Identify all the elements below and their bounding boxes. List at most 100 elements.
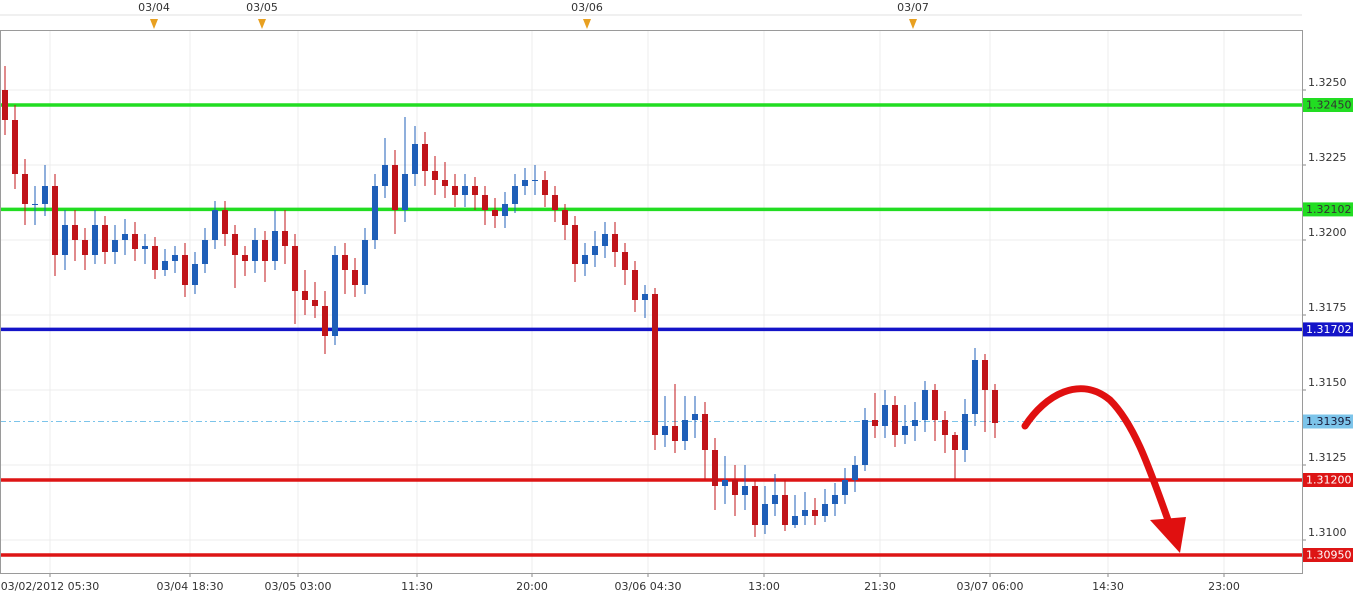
candle-body	[722, 480, 728, 486]
candle-body	[412, 144, 418, 174]
candle-body	[932, 390, 938, 420]
day-marker-label: 03/07	[897, 1, 929, 14]
candle-body	[382, 165, 388, 186]
candle-body	[912, 420, 918, 426]
y-tick-label: 1.3250	[1308, 76, 1347, 89]
candles	[2, 66, 998, 537]
level-tag-label: 1.31702	[1306, 323, 1352, 336]
candle-body	[2, 90, 8, 120]
candle-body	[72, 225, 78, 240]
candle-body	[982, 360, 988, 390]
candle-body	[752, 486, 758, 525]
forecast-arrow-head	[1150, 517, 1186, 553]
candle-body	[282, 231, 288, 246]
x-tick-label: 23:00	[1208, 580, 1240, 593]
x-tick-label: 03/07 06:00	[957, 580, 1024, 593]
level-tag	[1303, 414, 1353, 429]
candle-body	[522, 180, 528, 186]
candle-body	[682, 420, 688, 441]
candle-body	[292, 246, 298, 291]
candle-body	[322, 306, 328, 336]
candle-body	[862, 420, 868, 465]
candle-body	[192, 264, 198, 285]
candle-body	[132, 234, 138, 249]
candle-body	[62, 225, 68, 255]
candle-body	[842, 480, 848, 495]
day-marker-label: 03/06	[571, 1, 603, 14]
candle-body	[202, 240, 208, 264]
candle-body	[472, 186, 478, 195]
candle-body	[492, 210, 498, 216]
candle-body	[372, 186, 378, 240]
x-tick-label: 13:00	[748, 580, 780, 593]
candle-body	[532, 180, 538, 181]
candle-body	[632, 270, 638, 300]
y-tick-label: 1.3150	[1308, 376, 1347, 389]
candle-body	[562, 210, 568, 225]
level-tag	[1303, 202, 1353, 217]
candle-body	[432, 171, 438, 180]
candle-body	[902, 426, 908, 435]
candle-body	[952, 435, 958, 450]
candle-body	[662, 426, 668, 435]
candle-body	[102, 225, 108, 252]
candle-body	[312, 300, 318, 306]
candle-body	[232, 234, 238, 255]
candle-body	[892, 405, 898, 435]
day-marker-label: 03/04	[138, 1, 170, 14]
y-tick-label: 1.3200	[1308, 226, 1347, 239]
candle-body	[142, 246, 148, 249]
candle-body	[762, 504, 768, 525]
candle-body	[702, 414, 708, 450]
candle-body	[992, 390, 998, 423]
day-marker-label: 03/05	[246, 1, 278, 14]
candle-body	[672, 426, 678, 441]
level-tag	[1303, 98, 1353, 112]
candle-body	[652, 294, 658, 435]
candle-body	[52, 186, 58, 255]
x-tick-label: 11:30	[401, 580, 433, 593]
candle-body	[332, 255, 338, 336]
candle-body	[582, 255, 588, 264]
x-tick-label: 03/06 04:30	[615, 580, 682, 593]
candle-body	[542, 180, 548, 195]
candle-body	[552, 195, 558, 210]
candle-body	[92, 225, 98, 255]
x-tick-label: 03/04 18:30	[157, 580, 224, 593]
plot-frame	[0, 30, 1303, 574]
candle-body	[642, 294, 648, 300]
candle-body	[772, 495, 778, 504]
candle-body	[742, 486, 748, 495]
day-marker	[583, 19, 591, 29]
candle-body	[712, 450, 718, 486]
candle-body	[872, 420, 878, 426]
candle-body	[832, 495, 838, 504]
candle-body	[342, 255, 348, 270]
level-tag	[1303, 548, 1353, 562]
candle-body	[112, 240, 118, 252]
candle-body	[302, 291, 308, 300]
candle-body	[82, 240, 88, 255]
candle-body	[32, 204, 38, 205]
forecast-arrow	[1021, 385, 1172, 524]
candle-body	[822, 504, 828, 516]
candle-body	[392, 165, 398, 210]
candle-body	[502, 204, 508, 216]
candle-body	[812, 510, 818, 516]
level-tag-label: 1.31395	[1306, 415, 1352, 428]
candle-body	[402, 174, 408, 210]
candle-body	[882, 405, 888, 426]
candle-body	[972, 360, 978, 414]
candle-body	[802, 510, 808, 516]
candle-body	[692, 414, 698, 420]
candle-body	[512, 186, 518, 204]
candle-body	[592, 246, 598, 255]
candle-body	[572, 225, 578, 264]
level-tag-label: 1.30950	[1306, 549, 1352, 562]
candle-body	[792, 516, 798, 525]
candle-body	[352, 270, 358, 285]
candle-body	[442, 180, 448, 186]
candle-body	[732, 480, 738, 495]
candle-body	[152, 246, 158, 270]
